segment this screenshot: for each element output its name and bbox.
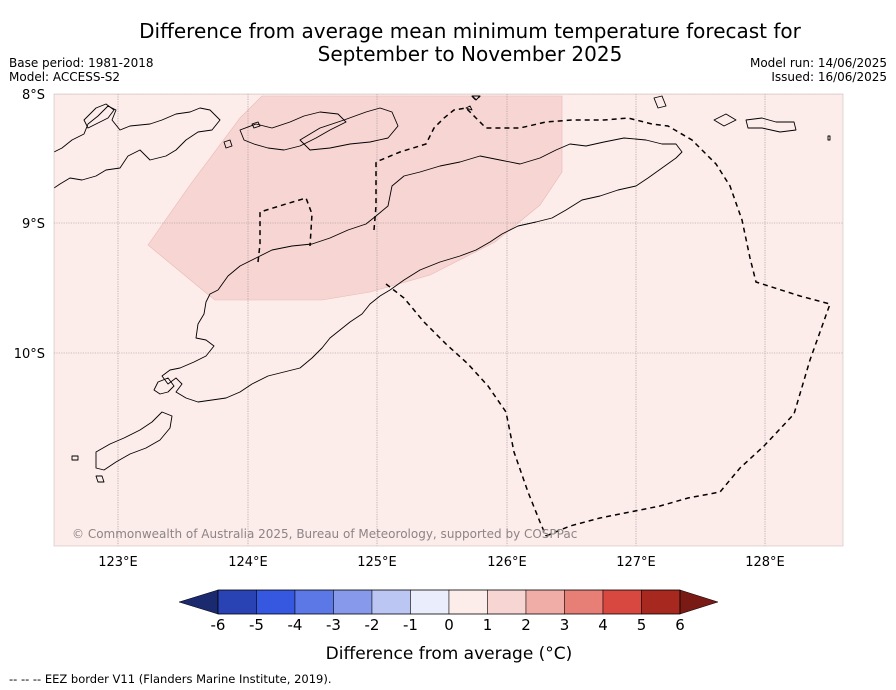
coast-islet-7: [745, 117, 797, 133]
colorbar-arrow-left: [178, 589, 219, 615]
colorbar-tick: -6: [211, 616, 226, 634]
eez-alor-boundary: [257, 197, 313, 263]
coast-pantar: [83, 103, 115, 129]
colorbar-tick: 0: [444, 616, 454, 634]
eez-islet-boundary: [471, 95, 481, 102]
coast-timor-north: [217, 137, 683, 297]
lat-label-10s: 10°S: [14, 347, 45, 362]
colorbar-segment: [217, 589, 257, 615]
eez-timor-boundary: [373, 107, 831, 537]
colorbar-tick: 6: [675, 616, 685, 634]
coast-islet-2: [251, 121, 261, 129]
lat-label-9s: 9°S: [22, 217, 45, 232]
lat-label-8s: 8°S: [22, 88, 45, 103]
colorbar-segment: [448, 589, 488, 615]
coastlines: [54, 95, 831, 483]
eez-footnote: -- -- -- EEZ border V11 (Flanders Marine…: [9, 672, 332, 686]
coast-islet-5: [653, 95, 667, 109]
colorbar-segment: [294, 589, 334, 615]
colorbar-segment: [410, 589, 450, 615]
lon-label-123e: 123°E: [98, 555, 138, 570]
coast-islet-9: [465, 105, 473, 111]
colorbar-ticks: -6 -5 -4 -3 -2 -1 0 1 2 3 4 5 6: [211, 616, 685, 634]
eez-borders: [257, 95, 831, 537]
colorbar-segment: [256, 589, 296, 615]
lon-label-127e: 127°E: [616, 555, 656, 570]
title-line-2: September to November 2025: [317, 42, 623, 66]
colorbar-segment: [371, 589, 411, 615]
coast-flores: [54, 105, 221, 189]
meta-right: Model run: 14/06/2025 Issued: 16/06/2025: [750, 56, 887, 84]
lon-label-124e: 124°E: [228, 555, 268, 570]
colorbar-arrow-right: [679, 589, 719, 615]
colorbar-tick: 5: [637, 616, 647, 634]
coast-alor: [239, 111, 347, 151]
base-period: Base period: 1981-2018: [9, 56, 154, 70]
colorbar-tick: -3: [326, 616, 341, 634]
colorbar-segment: [333, 589, 373, 615]
coast-islet-8: [827, 135, 831, 141]
lon-label-126e: 126°E: [487, 555, 527, 570]
copyright-notice: © Commonwealth of Australia 2025, Bureau…: [72, 527, 577, 541]
coast-islet-6: [713, 113, 737, 127]
colorbar-tick: 3: [560, 616, 570, 634]
coast-wetar: [299, 107, 399, 151]
model-name: Model: ACCESS-S2: [9, 70, 121, 84]
colorbar-tick: 4: [598, 616, 608, 634]
colorbar-tick: -4: [288, 616, 303, 634]
coast-sawu: [95, 411, 173, 471]
colorbar-tick: -2: [365, 616, 380, 634]
colorbar-tick: 2: [521, 616, 531, 634]
colorbar-segment: [487, 589, 527, 615]
chart-title: Difference from average mean minimum tem…: [0, 20, 896, 66]
title-line-1: Difference from average mean minimum tem…: [139, 19, 801, 43]
coast-islet-1: [223, 139, 233, 149]
colorbar-title: Difference from average (°C): [326, 644, 573, 664]
colorbar-segment: [564, 589, 604, 615]
colorbar-tick: -1: [403, 616, 418, 634]
model-run: Model run: 14/06/2025: [749, 56, 887, 70]
anomaly-region: [147, 95, 563, 301]
coast-rote: [153, 377, 175, 395]
colorbar-segment: [641, 589, 681, 615]
colorbar-segment: [525, 589, 565, 615]
coast-islet-4: [95, 475, 105, 483]
coast-timor-south: [161, 289, 381, 403]
lon-label-125e: 125°E: [357, 555, 397, 570]
lon-label-128e: 128°E: [745, 555, 785, 570]
colorbar: -6 -5 -4 -3 -2 -1 0 1 2 3 4 5 6 Differen…: [178, 589, 719, 664]
colorbar-tick: 1: [483, 616, 493, 634]
eez-south-boundary: [385, 283, 547, 537]
gridlines: [54, 94, 843, 546]
colorbar-tick: -5: [249, 616, 264, 634]
colorbar-segment: [602, 589, 642, 615]
meta-left: Base period: 1981-2018 Model: ACCESS-S2: [9, 56, 154, 84]
coast-islet-3: [71, 455, 79, 461]
issued-date: Issued: 16/06/2025: [771, 70, 887, 84]
